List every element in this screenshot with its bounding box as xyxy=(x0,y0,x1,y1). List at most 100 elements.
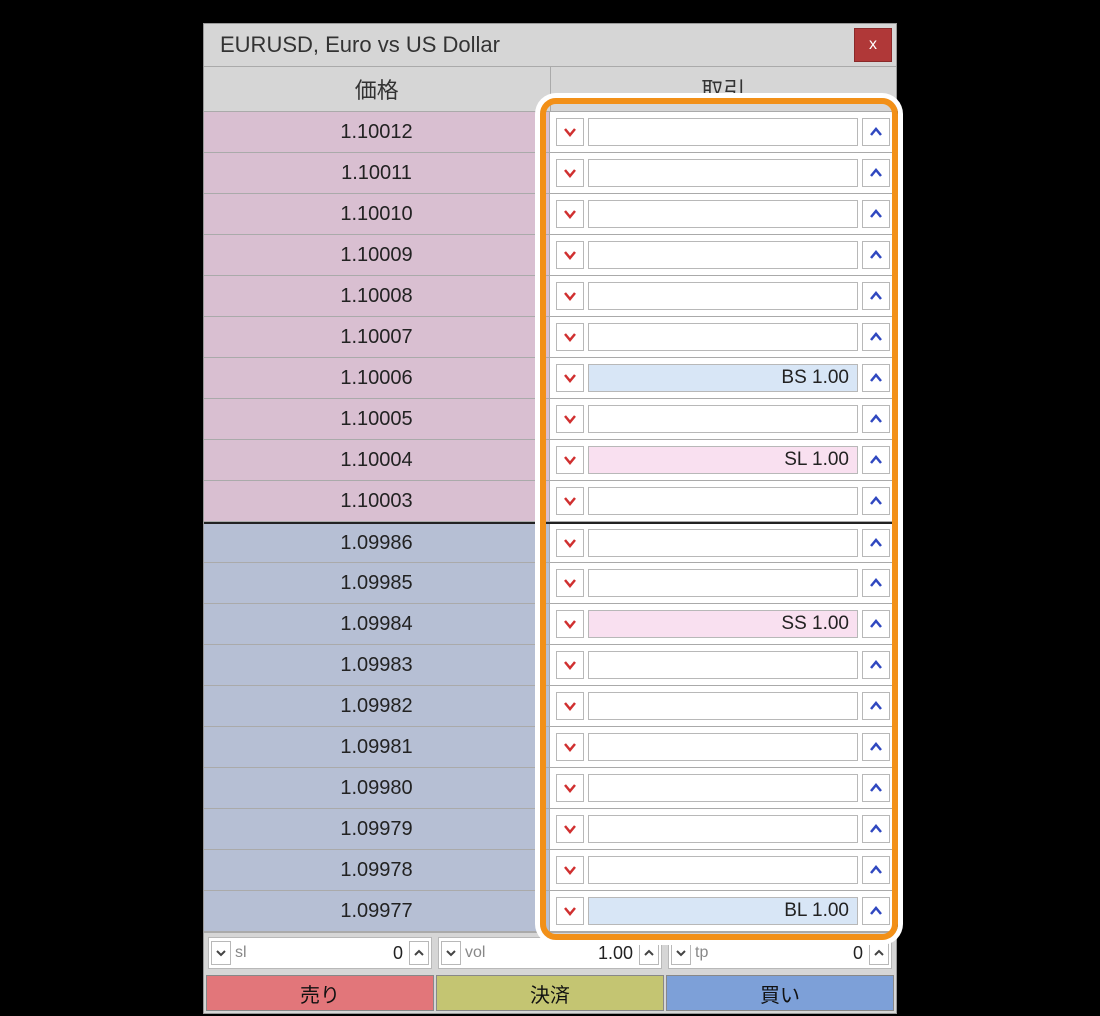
trade-value[interactable] xyxy=(588,323,858,351)
sell-at-price-button[interactable] xyxy=(556,487,584,515)
sell-at-price-button[interactable] xyxy=(556,159,584,187)
sell-at-price-button[interactable] xyxy=(556,692,584,720)
sl-increment[interactable] xyxy=(409,941,429,965)
sell-at-price-button[interactable] xyxy=(556,118,584,146)
vol-value[interactable]: 1.00 xyxy=(489,943,637,964)
trade-value[interactable] xyxy=(588,118,858,146)
sell-at-price-button[interactable] xyxy=(556,323,584,351)
price-cell[interactable]: 1.10006 xyxy=(204,358,550,398)
sell-at-price-button[interactable] xyxy=(556,897,584,925)
vol-decrement[interactable] xyxy=(441,941,461,965)
buy-at-price-button[interactable] xyxy=(862,159,890,187)
trade-cell: SS 1.00 xyxy=(550,604,896,644)
price-cell[interactable]: 1.10007 xyxy=(204,317,550,357)
trade-value[interactable] xyxy=(588,815,858,843)
buy-at-price-button[interactable] xyxy=(862,446,890,474)
buy-at-price-button[interactable] xyxy=(862,774,890,802)
sell-at-price-button[interactable] xyxy=(556,446,584,474)
trade-value[interactable] xyxy=(588,405,858,433)
buy-at-price-button[interactable] xyxy=(862,405,890,433)
price-cell[interactable]: 1.09978 xyxy=(204,850,550,890)
column-headers: 価格 取引 xyxy=(204,66,896,112)
vol-increment[interactable] xyxy=(639,941,659,965)
trade-value[interactable] xyxy=(588,692,858,720)
trade-value[interactable] xyxy=(588,159,858,187)
sell-at-price-button[interactable] xyxy=(556,282,584,310)
price-cell[interactable]: 1.09982 xyxy=(204,686,550,726)
price-cell[interactable]: 1.09981 xyxy=(204,727,550,767)
sell-at-price-button[interactable] xyxy=(556,856,584,884)
buy-at-price-button[interactable] xyxy=(862,118,890,146)
trade-value[interactable] xyxy=(588,200,858,228)
price-cell[interactable]: 1.10005 xyxy=(204,399,550,439)
buy-at-price-button[interactable] xyxy=(862,897,890,925)
close-positions-button[interactable]: 決済 xyxy=(436,975,664,1011)
buy-at-price-button[interactable] xyxy=(862,200,890,228)
buy-button[interactable]: 買い xyxy=(666,975,894,1011)
price-cell[interactable]: 1.10012 xyxy=(204,112,550,152)
trade-value[interactable] xyxy=(588,569,858,597)
close-button[interactable]: x xyxy=(854,28,892,62)
buy-at-price-button[interactable] xyxy=(862,241,890,269)
sell-at-price-button[interactable] xyxy=(556,610,584,638)
sell-at-price-button[interactable] xyxy=(556,529,584,557)
sell-at-price-button[interactable] xyxy=(556,651,584,679)
buy-at-price-button[interactable] xyxy=(862,569,890,597)
sell-at-price-button[interactable] xyxy=(556,569,584,597)
ladder-row: 1.10005 xyxy=(204,399,896,440)
buy-at-price-button[interactable] xyxy=(862,733,890,761)
price-cell[interactable]: 1.09980 xyxy=(204,768,550,808)
buy-at-price-button[interactable] xyxy=(862,856,890,884)
price-cell[interactable]: 1.10011 xyxy=(204,153,550,193)
price-cell[interactable]: 1.10009 xyxy=(204,235,550,275)
sell-at-price-button[interactable] xyxy=(556,364,584,392)
close-icon: x xyxy=(869,36,877,54)
sell-at-price-button[interactable] xyxy=(556,200,584,228)
price-cell[interactable]: 1.09977 xyxy=(204,891,550,931)
price-cell[interactable]: 1.10008 xyxy=(204,276,550,316)
buy-at-price-button[interactable] xyxy=(862,692,890,720)
trade-value[interactable] xyxy=(588,733,858,761)
price-cell[interactable]: 1.10004 xyxy=(204,440,550,480)
trade-value[interactable] xyxy=(588,529,858,557)
price-cell[interactable]: 1.09985 xyxy=(204,563,550,603)
price-cell[interactable]: 1.10003 xyxy=(204,481,550,521)
sell-at-price-button[interactable] xyxy=(556,815,584,843)
buy-at-price-button[interactable] xyxy=(862,323,890,351)
buy-at-price-button[interactable] xyxy=(862,364,890,392)
trade-cell xyxy=(550,645,896,685)
sell-button[interactable]: 売り xyxy=(206,975,434,1011)
sell-at-price-button[interactable] xyxy=(556,733,584,761)
trade-value[interactable] xyxy=(588,241,858,269)
trade-value[interactable] xyxy=(588,774,858,802)
trade-value[interactable] xyxy=(588,651,858,679)
buy-at-price-button[interactable] xyxy=(862,529,890,557)
price-cell[interactable]: 1.10010 xyxy=(204,194,550,234)
sell-at-price-button[interactable] xyxy=(556,405,584,433)
trade-value[interactable]: BS 1.00 xyxy=(588,364,858,392)
buy-at-price-button[interactable] xyxy=(862,651,890,679)
tp-value[interactable]: 0 xyxy=(712,943,867,964)
ladder-row: 1.09980 xyxy=(204,768,896,809)
trade-value[interactable] xyxy=(588,487,858,515)
sl-decrement[interactable] xyxy=(211,941,231,965)
buy-at-price-button[interactable] xyxy=(862,610,890,638)
price-cell[interactable]: 1.09983 xyxy=(204,645,550,685)
tp-decrement[interactable] xyxy=(671,941,691,965)
trade-value[interactable]: SL 1.00 xyxy=(588,446,858,474)
trade-value[interactable] xyxy=(588,282,858,310)
ladder-row: 1.10008 xyxy=(204,276,896,317)
buy-at-price-button[interactable] xyxy=(862,487,890,515)
sl-value[interactable]: 0 xyxy=(251,943,407,964)
sell-at-price-button[interactable] xyxy=(556,241,584,269)
sell-at-price-button[interactable] xyxy=(556,774,584,802)
trade-value[interactable] xyxy=(588,856,858,884)
price-cell[interactable]: 1.09984 xyxy=(204,604,550,644)
buy-at-price-button[interactable] xyxy=(862,282,890,310)
price-cell[interactable]: 1.09986 xyxy=(204,524,550,562)
price-cell[interactable]: 1.09979 xyxy=(204,809,550,849)
trade-value[interactable]: SS 1.00 xyxy=(588,610,858,638)
buy-at-price-button[interactable] xyxy=(862,815,890,843)
trade-value[interactable]: BL 1.00 xyxy=(588,897,858,925)
tp-increment[interactable] xyxy=(869,941,889,965)
